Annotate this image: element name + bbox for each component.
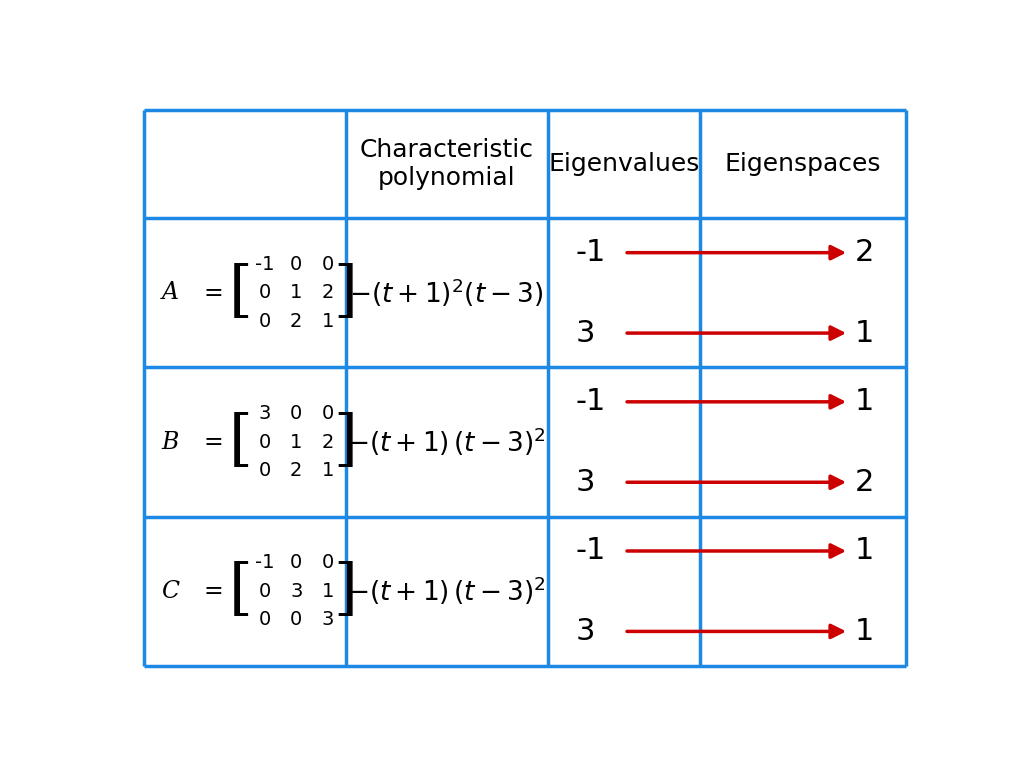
Text: -1: -1 [255,553,274,572]
Text: Eigenspaces: Eigenspaces [725,152,881,176]
Text: 2: 2 [322,283,334,303]
Text: -1: -1 [575,387,606,416]
Text: B: B [162,431,179,454]
Text: [: [ [228,412,253,472]
Text: 0: 0 [290,553,302,572]
Text: $-(t + 1)^2(t - 3)$: $-(t + 1)^2(t - 3)$ [349,276,544,310]
Text: 2: 2 [855,468,873,497]
Text: -1: -1 [575,238,606,267]
Text: 1: 1 [322,461,334,480]
Text: 2: 2 [290,461,302,480]
Text: ]: ] [334,561,357,621]
Text: 0: 0 [290,255,302,274]
Text: 0: 0 [322,404,334,423]
Text: =: = [204,281,223,305]
Text: 1: 1 [855,319,873,348]
Text: 3: 3 [575,617,595,646]
Text: 0: 0 [258,461,270,480]
Text: 1: 1 [290,283,302,303]
Text: $-(t + 1)\,(t - 3)^2$: $-(t + 1)\,(t - 3)^2$ [347,575,546,607]
Text: 0: 0 [322,255,334,274]
Text: Eigenvalues: Eigenvalues [548,152,699,176]
Text: 3: 3 [290,581,302,601]
Text: 1: 1 [322,312,334,331]
Text: $-(t + 1)\,(t - 3)^2$: $-(t + 1)\,(t - 3)^2$ [347,425,546,458]
Text: 2: 2 [290,312,302,331]
Text: -1: -1 [255,255,274,274]
Text: -1: -1 [575,537,606,565]
Text: 0: 0 [290,404,302,423]
Text: Characteristic
polynomial: Characteristic polynomial [359,138,534,190]
Text: 2: 2 [322,432,334,452]
Text: C: C [162,580,179,603]
Text: ]: ] [334,263,357,323]
Text: ]: ] [334,412,357,472]
Text: 1: 1 [855,387,873,416]
Text: 3: 3 [258,404,270,423]
Text: 0: 0 [258,283,270,303]
Text: =: = [204,430,223,454]
Text: 1: 1 [855,617,873,646]
Text: [: [ [228,561,253,621]
Text: 0: 0 [258,581,270,601]
Text: 0: 0 [290,610,302,629]
Text: 1: 1 [290,432,302,452]
Text: 3: 3 [322,610,334,629]
Text: [: [ [228,263,253,323]
Text: 1: 1 [322,581,334,601]
Text: 3: 3 [575,468,595,497]
Text: 0: 0 [258,312,270,331]
Text: 0: 0 [258,432,270,452]
Text: A: A [162,281,178,304]
Text: =: = [204,579,223,603]
Text: 2: 2 [855,238,873,267]
Text: 0: 0 [258,610,270,629]
Text: 0: 0 [322,553,334,572]
Text: 1: 1 [855,537,873,565]
Text: 3: 3 [575,319,595,348]
